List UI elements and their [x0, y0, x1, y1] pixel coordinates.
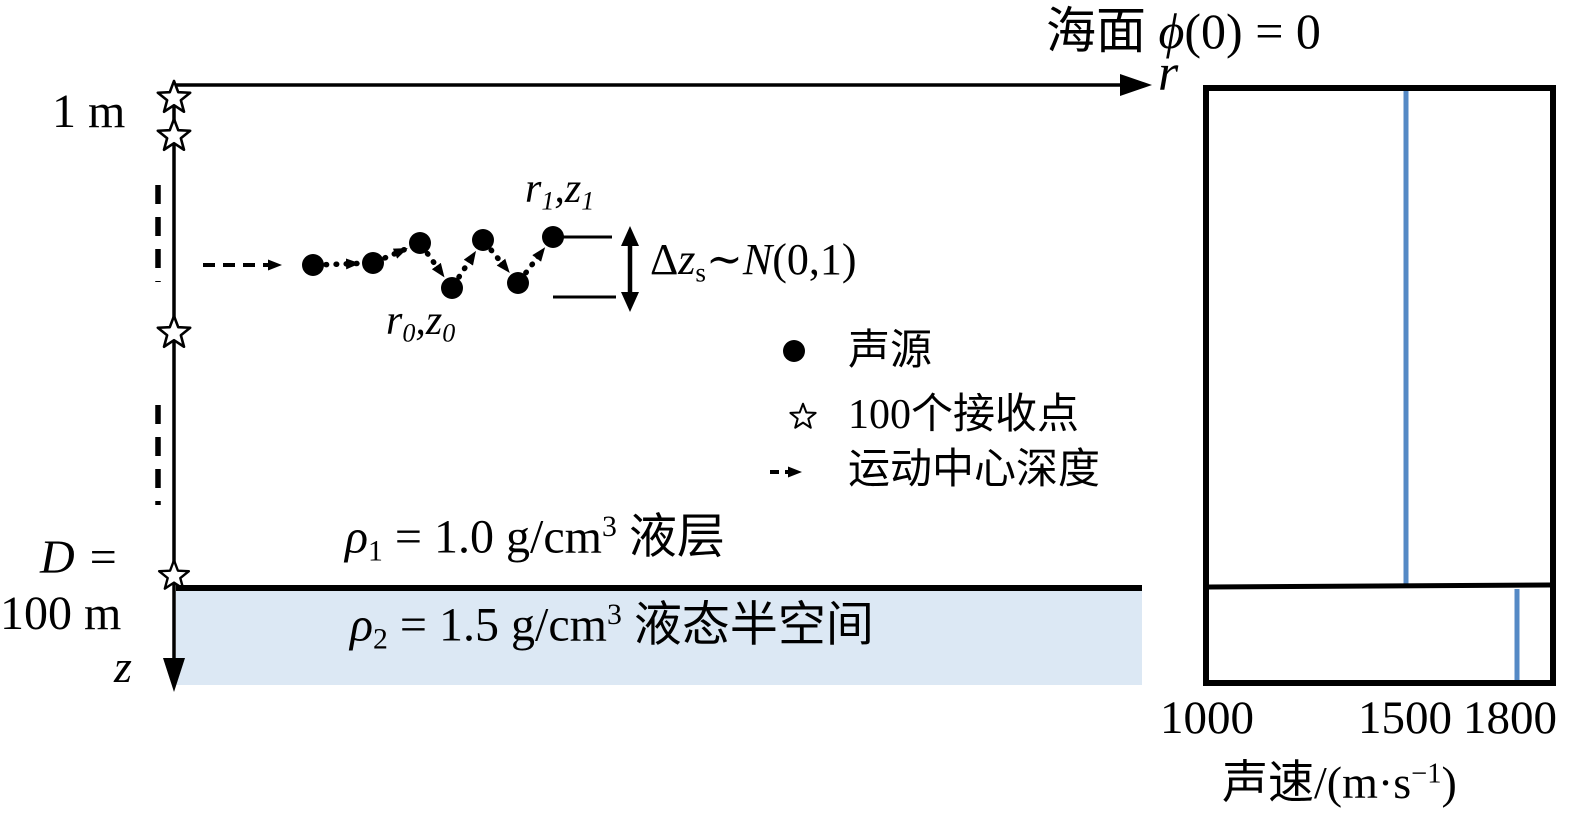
dist-args: (0,1) [772, 235, 857, 284]
cm3-sup: 3 [601, 510, 617, 543]
z1-sub: 1 [581, 186, 595, 216]
x-tick-1500: 1500 [1358, 692, 1452, 744]
source-dot-icon [472, 229, 494, 251]
source-dot-icon [362, 252, 384, 274]
z-symbol: z [678, 235, 696, 284]
depth-label-line1: D = [40, 531, 120, 584]
comma: , [554, 166, 565, 212]
halfspace-region [176, 591, 1142, 685]
cm3-sup: 3 [606, 598, 622, 631]
r0-sub: 0 [402, 318, 416, 348]
normal-dist-symbol: N [742, 235, 773, 284]
tilde-symbol: ∼ [706, 235, 743, 284]
r1-sub: 1 [541, 186, 555, 216]
rho2-value: = 1.5 g/cm [387, 598, 607, 652]
source-dot-icon [409, 232, 431, 254]
phi-symbol: ϕ [1158, 3, 1185, 59]
layer2-density-label: ρ2 = 1.5 g/cm3 液态半空间 [350, 600, 874, 654]
sound-speed-axis-label: 声速/(m·s−1) [1222, 760, 1457, 806]
sea-surface-label: 海面 ϕ(0) = 0 [1046, 6, 1321, 56]
rho1-sub: 1 [368, 534, 383, 568]
z1-base: z [564, 166, 582, 212]
source-dot-icon [507, 272, 529, 294]
source-dot-icon [441, 277, 463, 299]
r0-base: r [386, 298, 403, 344]
legend-item-source: 声源 [848, 328, 933, 374]
delta-z-arrowhead-down [621, 292, 639, 312]
x-tick-1000: 1000 [1160, 692, 1254, 744]
source-position-end-label: r1,z1 [525, 168, 594, 214]
per-second-exponent: −1 [1411, 758, 1442, 790]
legend-item-receivers: 100个接收点 [848, 392, 1080, 438]
r1-base: r [525, 166, 542, 212]
rho-symbol: ρ [350, 598, 374, 652]
receiver-star-icon [789, 402, 817, 429]
layer2-name: 液态半空间 [621, 598, 874, 652]
unit-close-paren: ) [1441, 757, 1457, 808]
r-axis-arrowhead [1120, 74, 1152, 96]
source-trajectory-path [323, 246, 547, 280]
surface-boundary-condition: (0) = 0 [1184, 3, 1321, 59]
sound-speed-unit-main: 声速/(m·s [1222, 757, 1412, 808]
source-position-start-label: r0,z0 [386, 300, 455, 346]
rho1-value: = 1.0 g/cm [382, 510, 602, 564]
x-tick-1800: 1800 [1463, 692, 1557, 744]
profile-plot-frame [1203, 85, 1556, 686]
source-dot-icon [542, 226, 564, 248]
r-axis-label: r [1158, 45, 1179, 102]
sea-surface-cn: 海面 [1046, 3, 1159, 59]
z-axis-label: z [114, 641, 132, 692]
source-dot-icon [302, 254, 324, 276]
rho-symbol: ρ [345, 510, 369, 564]
z0-base: z [425, 298, 443, 344]
layer1-name: 液层 [616, 510, 725, 564]
profile-interface-line [1208, 582, 1551, 590]
source-dots [302, 226, 564, 299]
source-dot-icon [783, 340, 805, 362]
legend-item-motion-depth: 运动中心深度 [848, 447, 1101, 493]
comma: , [415, 298, 426, 344]
s-subscript: s [695, 257, 707, 288]
depth-label-line2: 100 m [0, 587, 122, 640]
delta-symbol: Δ [650, 235, 679, 284]
z-axis-arrowhead [163, 658, 185, 692]
depth-step-distribution-label: Δzs∼N(0,1) [650, 238, 857, 287]
layer1-density-label: ρ1 = 1.0 g/cm3 液层 [345, 512, 725, 566]
receiver-spacing-label: 1 m [52, 85, 126, 138]
rho2-sub: 2 [373, 622, 388, 656]
delta-z-arrowhead-up [621, 226, 639, 246]
z0-sub: 0 [442, 318, 456, 348]
